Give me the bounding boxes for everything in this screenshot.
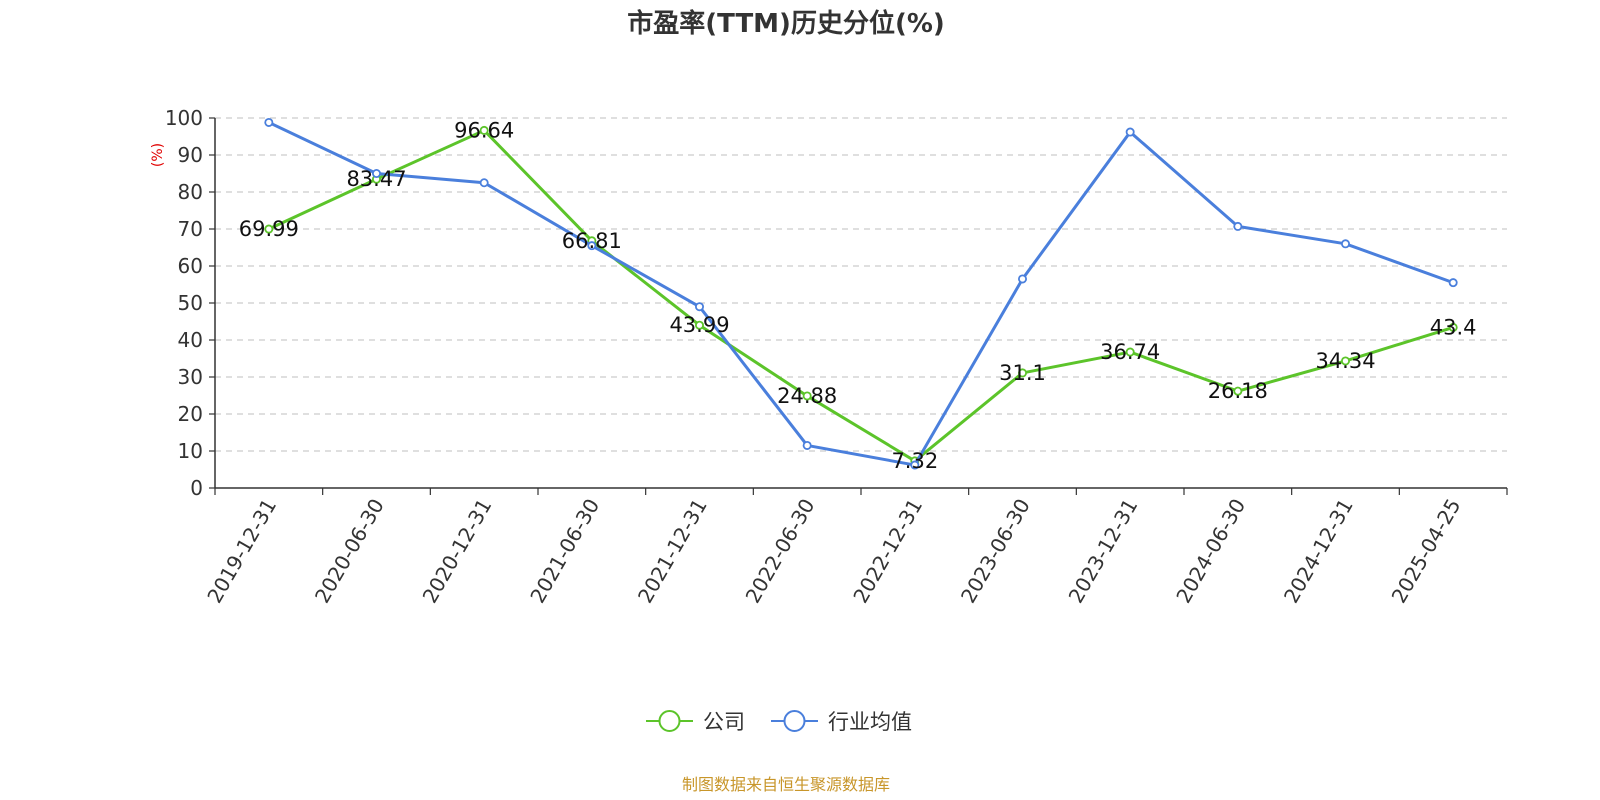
data-label: 34.34 <box>1315 349 1375 373</box>
x-tick-label: 2022-06-30 <box>741 495 820 608</box>
data-point <box>479 125 489 135</box>
data-point <box>695 302 705 312</box>
data-point <box>587 241 597 251</box>
data-label: 36.74 <box>1100 340 1160 364</box>
legend-label: 公司 <box>703 710 745 734</box>
data-label: 66.81 <box>562 229 622 253</box>
data-label: 26.18 <box>1208 379 1268 403</box>
data-point <box>1125 347 1135 357</box>
data-point <box>910 460 920 470</box>
data-point <box>479 178 489 188</box>
series-line-company <box>268 128 1454 463</box>
x-tick-label: 2021-12-31 <box>633 495 712 608</box>
source-note: 制图数据来自恒生聚源数据库 <box>682 775 890 794</box>
y-tick-label: 40 <box>178 328 203 352</box>
data-point <box>264 117 274 127</box>
data-point <box>1448 278 1458 288</box>
x-tick-label: 2020-12-31 <box>418 495 497 608</box>
data-label: 24.88 <box>777 384 837 408</box>
x-tick-label: 2020-06-30 <box>310 495 389 608</box>
grid <box>215 117 1507 452</box>
x-tick-label: 2021-06-30 <box>525 495 604 608</box>
y-tick-label: 10 <box>178 439 203 463</box>
data-label: 43.4 <box>1430 315 1477 339</box>
data-label: 43.99 <box>669 313 729 337</box>
data-label: 69.99 <box>239 217 299 241</box>
data-point <box>802 391 812 401</box>
x-tick-label: 2025-04-25 <box>1387 495 1466 608</box>
x-tick-label: 2024-12-31 <box>1279 495 1358 608</box>
data-point <box>264 224 274 234</box>
data-label: 7.32 <box>891 449 938 473</box>
data-label: 96.64 <box>454 118 514 142</box>
data-point <box>1233 221 1243 231</box>
data-point <box>1018 274 1028 284</box>
x-tick-label: 2022-12-31 <box>848 495 927 608</box>
legend-label: 行业均值 <box>828 710 912 734</box>
y-tick-label: 20 <box>178 402 203 426</box>
data-label: 31.1 <box>999 361 1046 385</box>
y-tick-label: 80 <box>178 180 203 204</box>
y-tick-label: 50 <box>178 291 203 315</box>
data-point <box>1341 239 1351 249</box>
data-point <box>371 168 381 178</box>
data-point <box>802 440 812 450</box>
x-tick-label: 2024-06-30 <box>1171 495 1250 608</box>
y-tick-label: 60 <box>178 254 203 278</box>
x-tick-label: 2019-12-31 <box>202 495 281 608</box>
legend-marker <box>658 710 681 732</box>
data-point <box>695 320 705 330</box>
y-tick-label: 90 <box>178 143 203 167</box>
data-point <box>1233 386 1243 396</box>
data-label: 83.47 <box>346 167 406 191</box>
chart-title: 市盈率(TTM)历史分位(%) <box>627 8 945 39</box>
data-point <box>1125 127 1135 137</box>
y-axis-label: (%) <box>150 143 166 167</box>
x-tick-label: 2023-06-30 <box>956 495 1035 608</box>
x-tick-label: 2023-12-31 <box>1064 495 1143 608</box>
y-tick-label: 100 <box>165 106 203 130</box>
y-tick-label: 30 <box>178 365 203 389</box>
data-point <box>1018 368 1028 378</box>
series-line-industry-avg <box>268 121 1454 467</box>
legend: 公司 行业均值 <box>646 710 912 734</box>
y-tick-label: 70 <box>178 217 203 241</box>
series-layer <box>264 117 1458 470</box>
y-tick-label: 0 <box>190 476 203 500</box>
data-point <box>1341 356 1351 366</box>
data-labels: 69.99 83.47 96.64 66.81 43.99 24.88 7.32 31.1 36… <box>239 118 1477 472</box>
data-point <box>1448 322 1458 332</box>
legend-marker <box>783 710 806 732</box>
